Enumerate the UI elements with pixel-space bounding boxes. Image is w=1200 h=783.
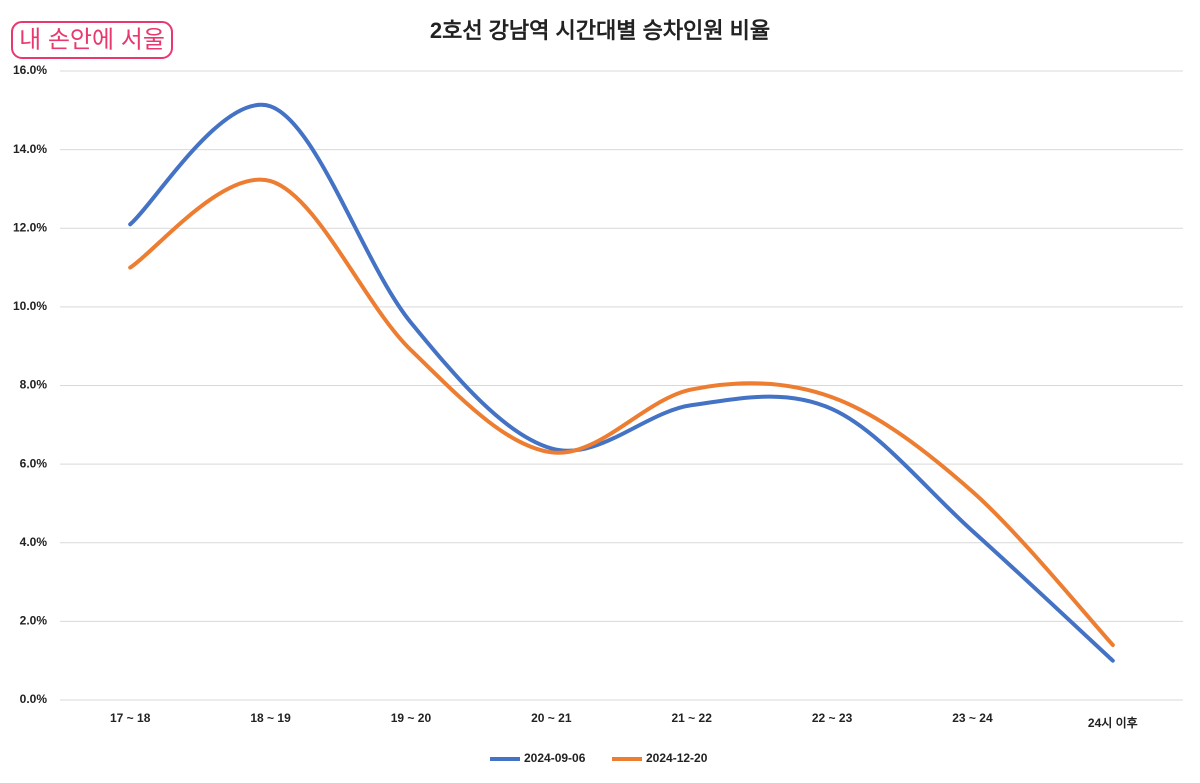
x-tick-label: 21 ~ 22: [672, 711, 713, 725]
x-tick-label: 23 ~ 24: [952, 711, 993, 725]
line: [128, 102, 1115, 663]
y-tick-label: 10.0%: [13, 299, 47, 313]
logo-frame: [11, 21, 173, 59]
y-tick-label: 8.0%: [20, 378, 48, 392]
y-tick-label: 0.0%: [20, 692, 48, 706]
x-tick-label: 24시 이후: [1088, 715, 1138, 730]
y-tick-label: 4.0%: [20, 535, 48, 549]
y-tick-label: 6.0%: [20, 456, 48, 470]
x-tick-label: 18 ~ 19: [250, 711, 291, 725]
logo: 내 손안에 서울: [19, 26, 165, 53]
x-tick-label: 20 ~ 21: [531, 711, 572, 725]
x-tick-label: 22 ~ 23: [812, 711, 853, 725]
legend-label: 2024-09-06: [524, 751, 586, 765]
line: [128, 177, 1115, 647]
y-tick-label: 16.0%: [13, 63, 47, 77]
y-tick-label: 2.0%: [20, 614, 48, 628]
y-tick-label: 14.0%: [13, 142, 47, 156]
chart-title: 2호선 강남역 시간대별 승차인원 비율: [430, 18, 770, 43]
legend-label: 2024-12-20: [646, 751, 708, 765]
x-tick-label: 19 ~ 20: [391, 711, 432, 725]
x-tick-label: 17 ~ 18: [110, 711, 151, 725]
y-tick-label: 12.0%: [13, 220, 47, 234]
